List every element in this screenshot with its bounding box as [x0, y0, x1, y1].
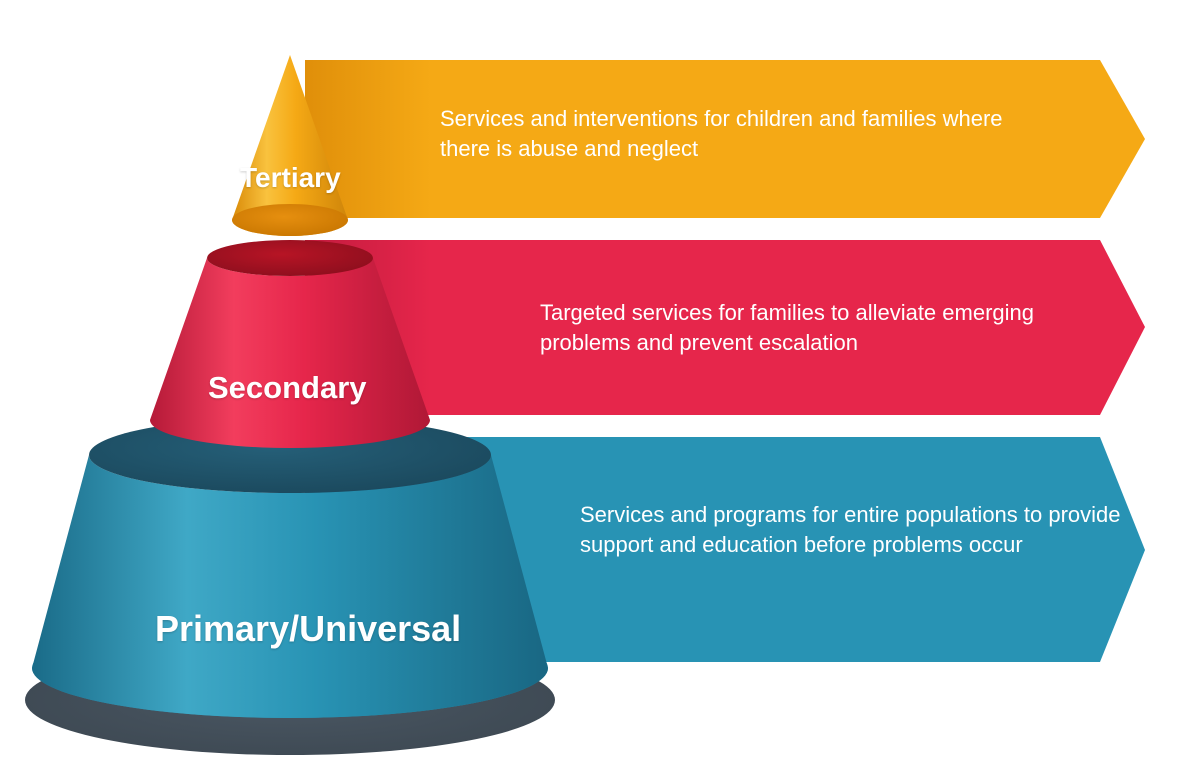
secondary-description: Targeted services for families to allevi…: [540, 298, 1120, 357]
tertiary-description: Services and interventions for children …: [440, 104, 1040, 163]
primary-wall: [32, 455, 548, 718]
pyramid-infographic: Tertiary Secondary Primary/Universal Ser…: [0, 0, 1202, 778]
tertiary-label: Tertiary: [240, 162, 341, 194]
secondary-top: [207, 240, 373, 276]
secondary-label: Secondary: [208, 370, 367, 406]
primary-label: Primary/Universal: [155, 608, 461, 650]
primary-description: Services and programs for entire populat…: [580, 500, 1135, 559]
